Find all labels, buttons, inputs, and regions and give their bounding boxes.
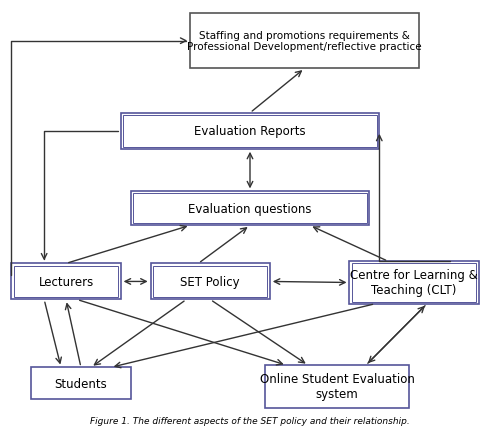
Text: Centre for Learning &
Teaching (CLT): Centre for Learning & Teaching (CLT)	[350, 269, 478, 297]
Text: Evaluation questions: Evaluation questions	[188, 202, 312, 215]
Text: Students: Students	[54, 377, 108, 390]
FancyBboxPatch shape	[265, 366, 409, 408]
Text: Figure 1. The different aspects of the SET policy and their relationship.: Figure 1. The different aspects of the S…	[90, 416, 410, 425]
FancyBboxPatch shape	[120, 114, 380, 150]
FancyBboxPatch shape	[350, 262, 478, 304]
FancyBboxPatch shape	[150, 264, 270, 300]
FancyBboxPatch shape	[12, 264, 120, 300]
Text: Staffing and promotions requirements &
Professional Development/reflective pract: Staffing and promotions requirements & P…	[188, 31, 422, 52]
Text: SET Policy: SET Policy	[180, 275, 240, 288]
FancyBboxPatch shape	[190, 14, 419, 69]
Text: Online Student Evaluation
system: Online Student Evaluation system	[260, 373, 414, 400]
Text: Lecturers: Lecturers	[38, 275, 94, 288]
FancyBboxPatch shape	[130, 192, 370, 226]
FancyBboxPatch shape	[31, 368, 130, 399]
Text: Evaluation Reports: Evaluation Reports	[194, 125, 306, 138]
